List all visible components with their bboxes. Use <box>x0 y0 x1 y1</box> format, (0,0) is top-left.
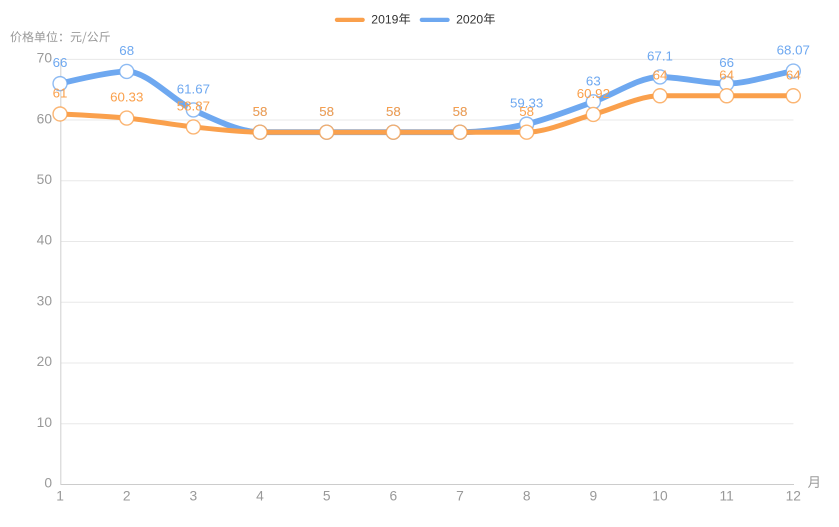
svg-text:11: 11 <box>719 489 733 504</box>
svg-text:60.92: 60.92 <box>577 86 610 101</box>
svg-text:60: 60 <box>37 111 53 126</box>
svg-text:58.87: 58.87 <box>177 99 210 114</box>
svg-text:4: 4 <box>256 489 264 504</box>
svg-text:5: 5 <box>323 489 331 504</box>
svg-text:59.33: 59.33 <box>510 96 543 111</box>
svg-text:2019: 2019 <box>371 12 398 26</box>
svg-text:66: 66 <box>719 55 734 70</box>
svg-text:50: 50 <box>37 172 53 187</box>
svg-text:40: 40 <box>37 233 53 248</box>
svg-text:66: 66 <box>53 55 68 70</box>
svg-text:0: 0 <box>44 476 52 491</box>
svg-text:3: 3 <box>190 489 198 504</box>
svg-text:12: 12 <box>786 489 801 504</box>
svg-text:64: 64 <box>653 67 668 82</box>
svg-text:58: 58 <box>386 104 401 119</box>
svg-text:20: 20 <box>37 354 53 369</box>
svg-text:64: 64 <box>786 67 801 82</box>
svg-text:61.67: 61.67 <box>177 82 210 97</box>
svg-text:58: 58 <box>253 104 268 119</box>
svg-text:58: 58 <box>253 104 268 119</box>
svg-text:1: 1 <box>56 489 64 504</box>
svg-text:30: 30 <box>37 294 53 309</box>
svg-text:58: 58 <box>319 104 334 119</box>
svg-text:63: 63 <box>586 73 601 88</box>
svg-text:64: 64 <box>719 67 734 82</box>
svg-text:8: 8 <box>523 489 531 504</box>
svg-text:68: 68 <box>119 43 134 58</box>
svg-text:10: 10 <box>37 415 53 430</box>
svg-text:61: 61 <box>53 86 68 101</box>
svg-text:58: 58 <box>319 104 334 119</box>
svg-text:2020: 2020 <box>456 12 483 26</box>
svg-text:9: 9 <box>589 489 597 504</box>
svg-text:10: 10 <box>652 489 668 504</box>
svg-text:70: 70 <box>37 51 53 66</box>
svg-text:68.07: 68.07 <box>777 43 810 58</box>
svg-text:2: 2 <box>123 489 131 504</box>
svg-text:60.33: 60.33 <box>110 90 143 105</box>
svg-text:58: 58 <box>386 104 401 119</box>
svg-text:58: 58 <box>453 104 468 119</box>
svg-text:7: 7 <box>456 489 464 504</box>
svg-text:58: 58 <box>519 104 534 119</box>
svg-text:58: 58 <box>453 104 468 119</box>
svg-text:67.1: 67.1 <box>647 49 673 64</box>
svg-text:6: 6 <box>390 489 398 504</box>
